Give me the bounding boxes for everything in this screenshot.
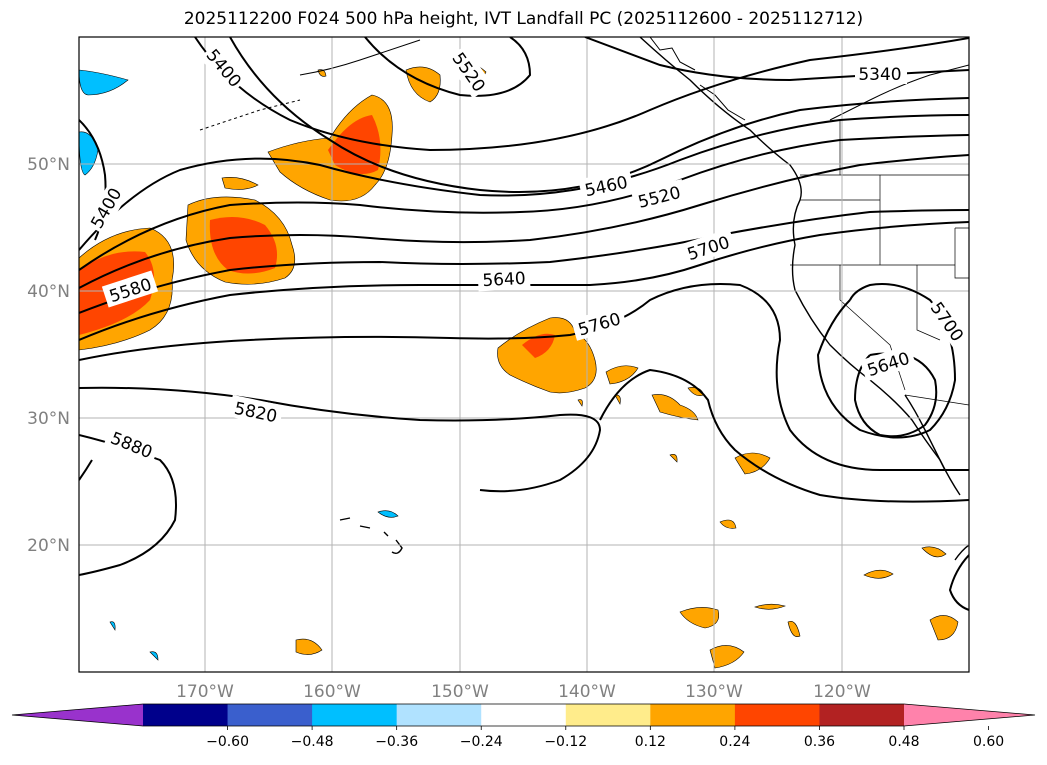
map-frame (78, 36, 970, 673)
colorbar-swatch (734, 704, 820, 726)
colorbar-extend-max (904, 704, 1035, 726)
colorbar-swatch (312, 704, 398, 726)
colorbar-swatch (481, 704, 567, 726)
map-title: 2025112200 F024 500 hPa height, IVT Land… (183, 9, 864, 29)
colorbar-swatch (396, 704, 482, 726)
colorbar-swatch (650, 704, 736, 726)
lat-label: 30°N (27, 409, 70, 429)
colorbar-swatch (143, 704, 229, 726)
colorbar-tick-label: −0.24 (460, 734, 503, 750)
coastlines (199, 37, 969, 561)
colorbar-tick-label: 0.60 (973, 734, 1004, 750)
colorbar-tick-label: −0.48 (291, 734, 334, 750)
contour-label: 5640 (482, 269, 526, 291)
lat-label: 50°N (27, 155, 70, 175)
colorbar-tick-label: −0.60 (206, 734, 249, 750)
lon-label: 120°W (813, 682, 871, 702)
longitude-labels: 170°W 160°W 150°W 140°W 130°W 120°W (176, 682, 871, 702)
colorbar-tick-label: 0.36 (804, 734, 835, 750)
lon-label: 130°W (685, 682, 743, 702)
colorbar-tick-label: −0.36 (375, 734, 418, 750)
latitude-labels: 50°N 40°N 30°N 20°N (27, 155, 70, 556)
colorbar-outline (11, 703, 1036, 727)
lon-label: 140°W (558, 682, 616, 702)
colorbar-tick-label: 0.24 (719, 734, 750, 750)
lon-label: 160°W (303, 682, 361, 702)
colorbar-swatch (565, 704, 651, 726)
colorbar-swatch (819, 704, 905, 726)
lon-label: 170°W (176, 682, 234, 702)
lat-label: 20°N (27, 536, 70, 556)
colorbar-tick-label: −0.12 (544, 734, 587, 750)
colorbar-tick-label: 0.12 (635, 734, 666, 750)
colorbar: −0.60 −0.48 −0.36 −0.24 −0.12 0.12 0.24 0.36 0.4… (11, 703, 1036, 750)
colorbar-tick-label: 0.48 (888, 734, 919, 750)
lat-label: 40°N (27, 282, 70, 302)
colorbar-extend-min (12, 704, 143, 726)
contour-label: 5340 (858, 65, 901, 85)
colorbar-swatch (227, 704, 313, 726)
lon-label: 150°W (431, 682, 489, 702)
